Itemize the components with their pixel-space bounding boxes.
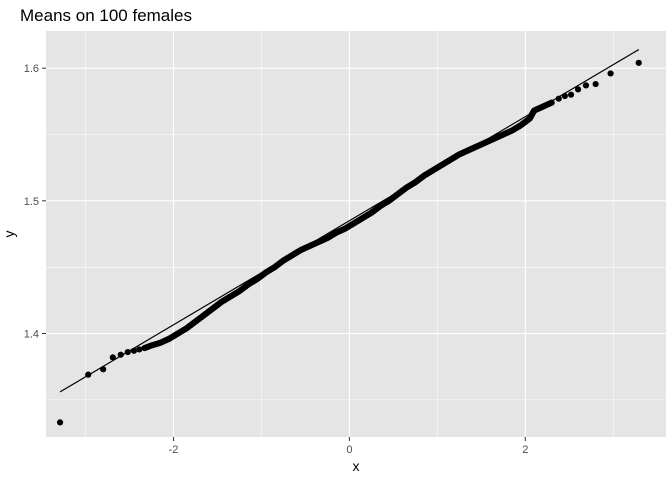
data-points [56,59,642,426]
y-axis-title: y [1,231,17,238]
x-tick-label: 0 [346,444,352,456]
data-point [136,346,143,353]
data-point [117,351,124,358]
data-point [555,95,562,102]
y-axis-ticks: 1.4 1.5 1.6 [24,63,46,341]
y-tick-label: 1.5 [24,196,39,208]
data-point [567,91,575,98]
plot-panel [46,31,666,437]
x-axis-title: x [353,458,360,474]
data-point [561,92,568,100]
data-point [582,82,590,89]
data-point [124,348,131,356]
data-point [130,347,138,354]
data-point [100,366,107,373]
data-point [592,80,599,88]
data-point [607,70,614,77]
y-tick-label: 1.6 [24,63,39,75]
minor-gridlines [46,31,666,437]
major-gridlines [46,31,666,437]
data-point [109,354,116,361]
data-point [85,371,92,378]
x-axis-ticks: -2 0 2 [169,437,528,456]
data-point [635,59,642,66]
data-point [56,419,64,426]
x-tick-label: -2 [169,444,179,456]
y-tick-label: 1.4 [24,329,39,341]
data-point [548,99,555,106]
data-point [574,86,582,93]
chart-title: Means on 100 females [20,6,192,25]
x-tick-label: 2 [522,444,528,456]
